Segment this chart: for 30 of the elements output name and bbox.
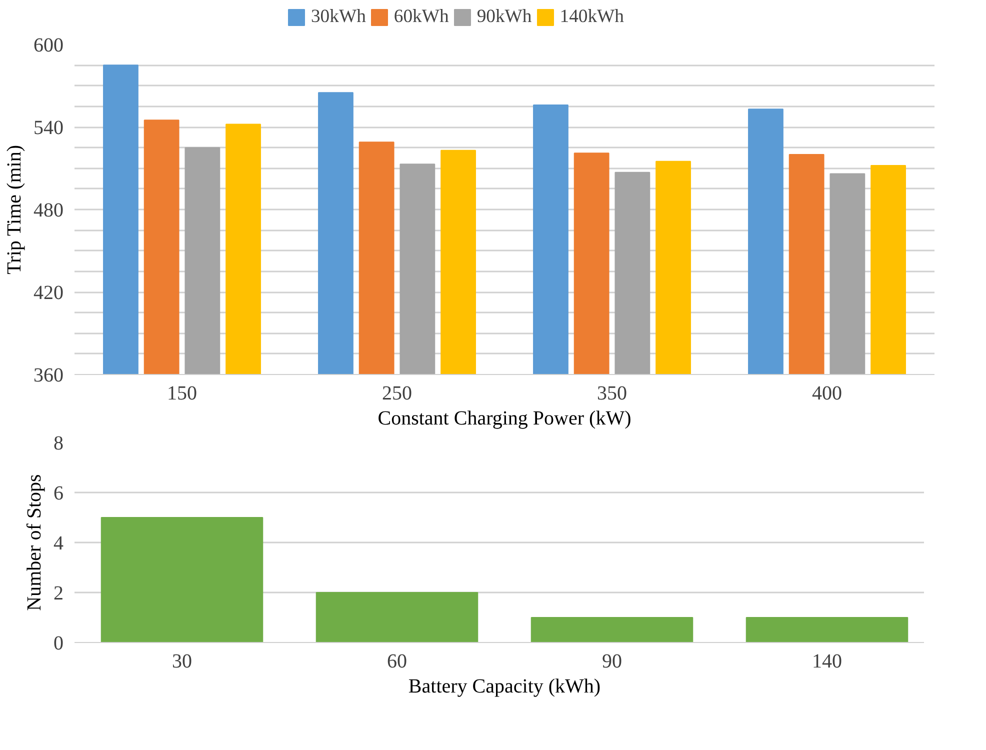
x-tick-label: 350	[597, 382, 627, 404]
x-tick-label: 90	[602, 650, 622, 672]
y-axis-title: Number of Stops	[24, 474, 46, 611]
x-axis-title: Constant Charging Power (kW)	[378, 408, 632, 430]
x-tick-label: 140	[812, 650, 842, 672]
y-tick-label: 480	[34, 200, 64, 222]
legend-label: 140kWh	[560, 6, 624, 28]
x-tick-label: 250	[382, 382, 412, 404]
bar	[746, 617, 908, 642]
x-axis-title: Battery Capacity (kWh)	[408, 676, 601, 698]
y-tick-label: 0	[54, 632, 64, 654]
y-tick-label: 2	[54, 582, 64, 604]
bar	[100, 517, 264, 642]
y-axis-title: Trip Time (min)	[4, 145, 26, 274]
x-tick-label: 30	[172, 650, 192, 672]
y-tick-label: 360	[34, 364, 64, 386]
bar	[316, 592, 478, 642]
y-tick-label: 600	[34, 34, 64, 56]
legend-label: 30kWh	[310, 6, 366, 28]
y-tick-label: 540	[34, 117, 64, 139]
y-tick-label: 420	[34, 282, 64, 304]
bar	[530, 617, 694, 642]
x-tick-label: 400	[812, 382, 842, 404]
y-tick-label: 8	[54, 432, 64, 454]
x-tick-label: 150	[167, 382, 197, 404]
legend-label: 90kWh	[476, 6, 532, 28]
legend-label: 60kWh	[394, 6, 449, 28]
y-tick-label: 4	[54, 532, 64, 554]
y-tick-label: 6	[54, 482, 64, 504]
x-tick-label: 60	[387, 650, 407, 672]
